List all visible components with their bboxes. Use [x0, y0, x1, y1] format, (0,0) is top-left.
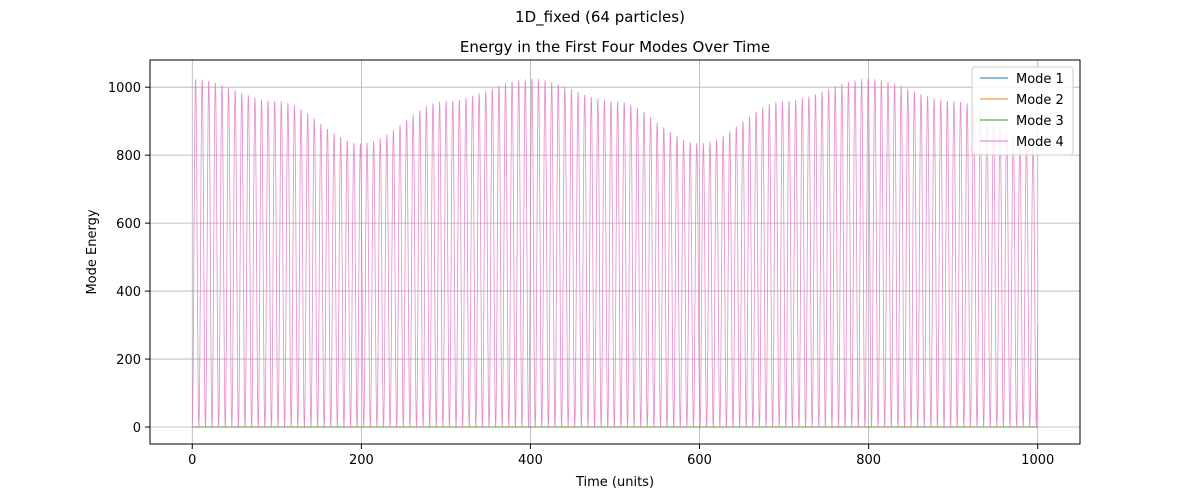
y-axis-label: Mode Energy — [85, 209, 100, 294]
legend-items: Mode 1 Mode 2 Mode 3 Mode 4 — [980, 72, 1064, 150]
x-tick-label: 200 — [349, 453, 374, 468]
legend-label: Mode 2 — [1016, 93, 1064, 108]
y-tick-label: 800 — [116, 149, 141, 164]
legend: Mode 1 Mode 2 Mode 3 Mode 4 — [971, 66, 1074, 156]
x-tick-label: 400 — [518, 453, 543, 468]
x-tick-label: 800 — [856, 453, 881, 468]
y-tick-label: 0 — [133, 421, 141, 436]
y-tick-label: 1000 — [108, 81, 141, 96]
x-tick-label: 0 — [188, 453, 196, 468]
x-tick-label: 600 — [687, 453, 712, 468]
y-tick-label: 600 — [116, 217, 141, 232]
chart-title: Energy in the First Four Modes Over Time — [460, 38, 770, 56]
y-tick-label: 200 — [116, 353, 141, 368]
plot-lines — [191, 78, 1039, 428]
legend-label: Mode 3 — [1016, 114, 1064, 129]
x-axis-label: Time (units) — [575, 475, 654, 490]
plot-frame — [149, 59, 1081, 445]
figure-suptitle: 1D_fixed (64 particles) — [515, 8, 685, 27]
y-axis: 0 200 400 600 800 1000 — [108, 81, 150, 436]
legend-box — [971, 66, 1074, 156]
legend-label: Mode 4 — [1016, 135, 1064, 150]
x-tick-label: 1000 — [1021, 453, 1054, 468]
legend-label: Mode 1 — [1016, 72, 1064, 87]
series-line-mode-4 — [191, 78, 1039, 428]
y-tick-label: 400 — [116, 285, 141, 300]
x-axis: 0 200 400 600 800 1000 — [188, 444, 1054, 468]
